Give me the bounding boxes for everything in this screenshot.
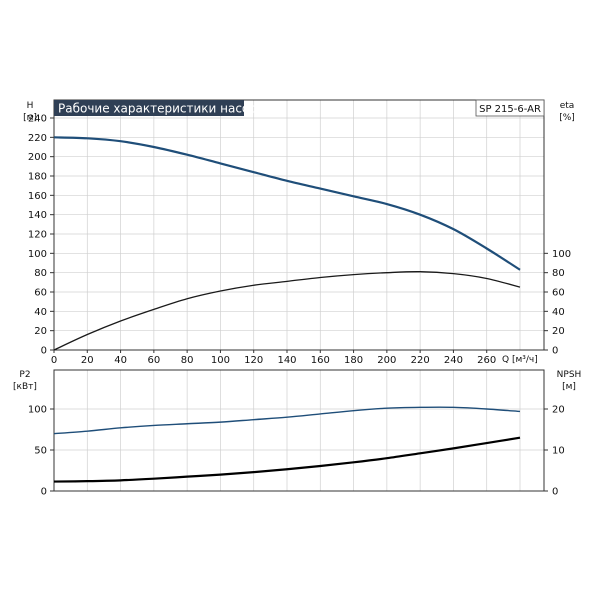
power-p2-curve [53,406,521,435]
h-tick-label: 140 [28,210,47,221]
q-tick-label: 160 [311,355,330,366]
h-axis-label: H [27,101,34,111]
q-tick-label: 220 [411,355,430,366]
eta-tick-label: 80 [552,268,565,279]
h-tick-label: 60 [34,288,47,299]
npsh-axis-unit: [м] [562,382,576,392]
labels-layer: 0204060801001201401601802002202400204060… [28,114,571,498]
head-curve [53,136,521,271]
p2-tick-label: 0 [41,487,47,498]
lower-plot-frame [53,369,545,492]
series-layer [53,136,521,483]
eta-tick-label: 40 [552,307,565,318]
q-tick-label: 260 [477,355,496,366]
h-tick-label: 40 [34,307,47,318]
h-axis-unit: [м] [23,113,37,123]
h-tick-label: 0 [41,346,47,357]
eta-axis-unit: [%] [559,113,575,123]
eta-tick-label: 20 [552,326,565,337]
p2-axis-unit: [кВт] [13,382,37,392]
h-tick-label: 180 [28,172,47,183]
upper-plot-frame [53,99,545,351]
h-tick-label: 220 [28,133,47,144]
eta-tick-label: 60 [552,288,565,299]
eta-tick-label: 100 [552,249,571,260]
q-tick-label: 120 [244,355,263,366]
model-label: SP 215-6-AR [479,104,541,115]
npsh-tick-label: 20 [552,405,565,416]
npsh-curve [53,436,521,483]
efficiency-curve [53,271,521,351]
q-tick-label: 40 [114,355,127,366]
h-tick-label: 20 [34,326,47,337]
h-tick-label: 160 [28,191,47,202]
model-label-box [475,99,545,117]
grid-layer [54,100,544,491]
h-tick-label: 100 [28,249,47,260]
q-tick-label: 200 [377,355,396,366]
q-tick-label: 180 [344,355,363,366]
npsh-tick-label: 10 [552,446,565,457]
npsh-axis-label: NPSH [557,370,582,380]
p2-tick-label: 100 [28,405,47,416]
h-tick-label: 200 [28,152,47,163]
h-tick-label: 240 [28,114,47,125]
h-tick-label: 120 [28,230,47,241]
eta-tick-label: 0 [552,346,558,357]
q-tick-label: 0 [51,355,57,366]
q-tick-label: 140 [277,355,296,366]
title-background [54,100,244,116]
h-tick-label: 80 [34,268,47,279]
q-tick-label: 100 [211,355,230,366]
p2-axis-label: P2 [19,370,30,380]
q-tick-label: 60 [147,355,160,366]
axes-layer [50,99,548,492]
p2-tick-label: 50 [34,446,47,457]
q-tick-label: 80 [181,355,194,366]
q-tick-label: 240 [444,355,463,366]
q-tick-label: 20 [81,355,94,366]
npsh-tick-label: 0 [552,487,558,498]
eta-axis-label: eta [560,101,575,111]
chart-title: Рабочие характеристики насоса [58,102,263,116]
q-axis-label: Q [м³/ч] [502,355,538,365]
